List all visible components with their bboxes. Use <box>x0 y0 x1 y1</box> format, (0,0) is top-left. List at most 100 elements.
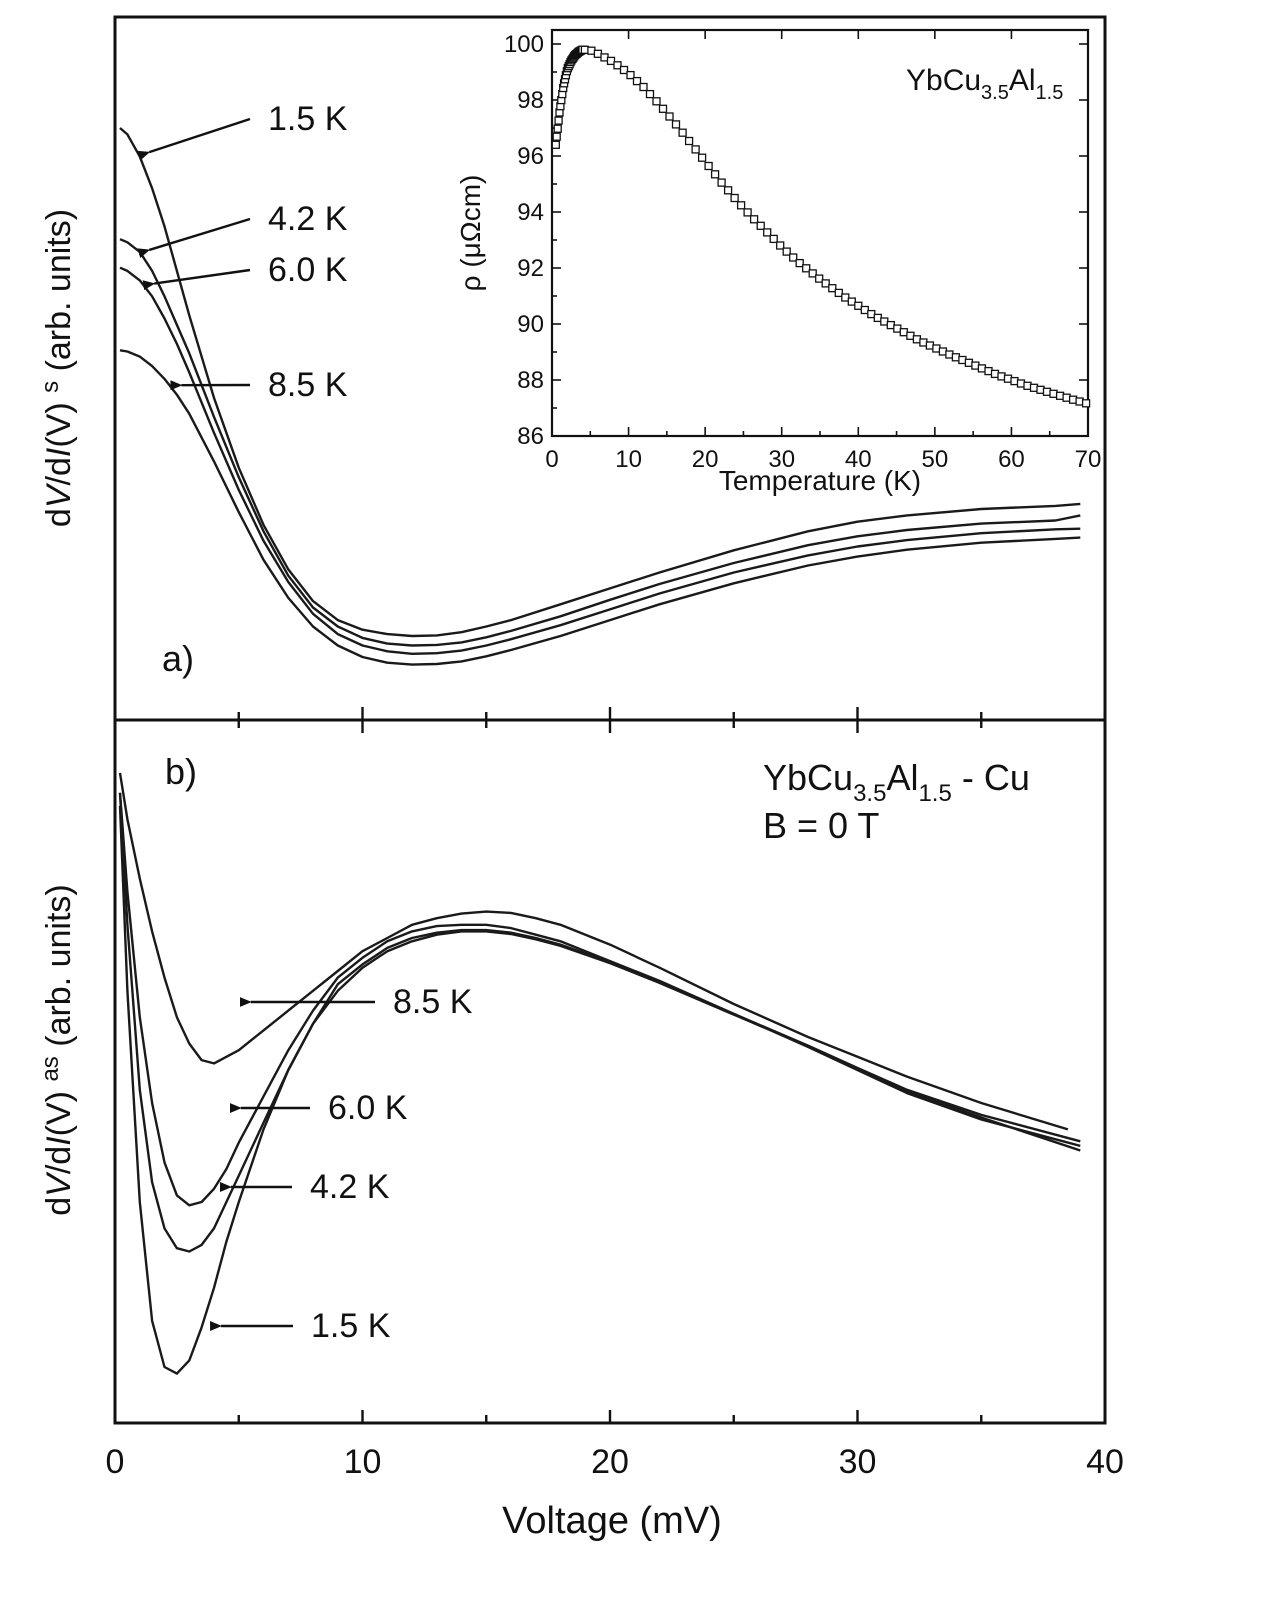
panel-b-label: b) <box>165 751 197 792</box>
inset-y-tick-label-86: 86 <box>517 423 544 450</box>
inset-y-tick-label-88: 88 <box>517 367 544 394</box>
inset-x-axis-label: Temperature (K) <box>719 465 921 496</box>
inset-markers <box>551 45 1091 408</box>
panel-a-arrow-4-2-k <box>137 217 251 258</box>
panel-a-annotation-label-1-5-k: 1.5 K <box>268 100 348 138</box>
inset-marker-46 <box>684 136 694 146</box>
inset-marker-42 <box>658 104 668 113</box>
inset-marker-48 <box>697 153 707 162</box>
panel-b-annotations: 8.5 K 6.0 K 4.2 K 1.5 K <box>210 983 473 1345</box>
inset-marker-39 <box>639 82 648 92</box>
x-tick-label-0: 0 <box>106 1443 125 1481</box>
inset-marker-54 <box>736 201 746 210</box>
inset-marker-65 <box>808 269 817 278</box>
panel-b-annotation-label-8-5-k: 8.5 K <box>393 983 473 1021</box>
panel-a-annotation-8-5-k: 8.5 K <box>170 366 348 404</box>
inset-marker-59 <box>769 234 778 244</box>
inset-marker-50 <box>710 170 720 179</box>
inset-x-tick-label-60: 60 <box>998 446 1025 473</box>
inset-marker-2 <box>553 124 562 133</box>
x-axis-label: Voltage (mV) <box>502 1500 722 1542</box>
inset-marker-102 <box>1049 389 1058 398</box>
panel-a-arrow-6-0-k <box>142 268 251 291</box>
inset-marker-69 <box>834 288 843 298</box>
panel-a-annotation-label-8-5-k: 8.5 K <box>268 366 348 404</box>
x-tick-label-40: 40 <box>1086 1443 1124 1481</box>
inset-marker-66 <box>815 274 824 283</box>
inset-x-tick-label-50: 50 <box>922 446 949 473</box>
inset-marker-34 <box>606 56 616 66</box>
inset-resistivity: 0 10 20 30 40 50 60 70 86 88 90 92 94 96 98 100 Tempera… <box>455 28 1101 496</box>
inset-y-axis-label: ρ (μΩcm) <box>455 175 486 292</box>
inset-marker-38 <box>632 76 642 86</box>
inset-marker-72 <box>854 301 863 310</box>
inset-x-tick-label-40: 40 <box>845 446 872 473</box>
inset-marker-47 <box>691 145 700 154</box>
inset-marker-79 <box>899 328 908 337</box>
inset-y-tick-label-98: 98 <box>517 87 544 114</box>
inset-y-tick-label-94: 94 <box>517 199 544 226</box>
panel-b-legend-line1: YbCu3.5Al1.5 - Cu <box>763 757 1030 807</box>
inset-x-tick-label-30: 30 <box>768 446 795 473</box>
panel-b-series-1-5-k <box>118 805 1081 1375</box>
inset-marker-53 <box>730 193 739 203</box>
inset-marker-44 <box>671 120 681 129</box>
inset-x-tick-label-20: 20 <box>692 446 719 473</box>
panel-b-curves <box>118 772 1081 1375</box>
inset-marker-63 <box>795 258 804 268</box>
panel-b-y-axis-label: dV/dI(V) as (arb. units) <box>37 884 78 1216</box>
panel-b-annotation-label-6-0-k: 6.0 K <box>328 1089 408 1127</box>
panel-a-annotations: 1.5 K 4.2 K 6.0 K 8.5 K <box>137 100 348 404</box>
panel-b-series-4-2-k <box>118 792 1081 1253</box>
panel-a-annotation-label-6-0-k: 6.0 K <box>268 251 348 289</box>
inset-marker-68 <box>828 284 837 293</box>
inset-marker-35 <box>613 61 622 70</box>
inset-marker-51 <box>717 178 726 187</box>
inset-ticks: 0 10 20 30 40 50 60 70 86 88 90 92 94 96 98 100 <box>504 30 1101 473</box>
panel-b-annotation-label-4-2-k: 4.2 K <box>310 1168 390 1206</box>
inset-marker-45 <box>678 128 687 137</box>
inset-marker-41 <box>652 97 661 106</box>
panel-a-series-8-5-k <box>119 349 1081 666</box>
inset-marker-40 <box>645 89 655 99</box>
inset-marker-37 <box>626 70 635 80</box>
panel-a-series-6-0-k <box>119 266 1081 655</box>
inset-y-tick-label-90: 90 <box>517 311 544 338</box>
inset-marker-67 <box>821 279 830 288</box>
inset-marker-57 <box>756 221 765 230</box>
inset-marker-61 <box>782 247 791 256</box>
panel-b: 0 10 20 30 40 8.5 K 6.0 K 4.2 K 1.5 K b) YbCu3.… <box>37 751 1124 1542</box>
panel-a-annotation-4-2-k: 4.2 K <box>137 200 348 258</box>
x-tick-label-20: 20 <box>591 1443 629 1481</box>
panel-a: 1.5 K 4.2 K 6.0 K 8.5 K a) dV/dI(V) s (arb.… <box>37 100 1081 733</box>
inset-marker-56 <box>749 215 759 224</box>
panel-a-series-4-2-k <box>119 238 1081 647</box>
panel-a-arrow-1-5-k <box>137 117 251 161</box>
inset-marker-71 <box>847 297 856 306</box>
inset-marker-36 <box>619 65 629 75</box>
panel-b-annotation-4-2-k: 4.2 K <box>219 1168 390 1206</box>
panel-b-annotation-1-5-k: 1.5 K <box>210 1307 391 1345</box>
panel-a-annotation-1-5-k: 1.5 K <box>137 100 348 161</box>
inset-marker-43 <box>665 112 674 121</box>
panel-b-series-6-0-k <box>118 792 1081 1207</box>
panel-b-annotation-8-5-k: 8.5 K <box>239 983 473 1021</box>
inset-marker-107 <box>1081 399 1091 408</box>
inset-marker-60 <box>776 241 785 250</box>
inset-marker-3 <box>554 116 563 125</box>
panel-a-y-axis-label: dV/dI(V) s (arb. units) <box>37 209 78 527</box>
panel-a-curves <box>119 127 1081 666</box>
inset-marker-1 <box>552 132 561 141</box>
panel-a-annotation-label-4-2-k: 4.2 K <box>268 200 348 238</box>
x-tick-label-30: 30 <box>839 1443 877 1481</box>
inset-marker-62 <box>789 253 798 262</box>
panel-b-series-8-5-k <box>118 772 1069 1131</box>
inset-y-tick-label-96: 96 <box>517 143 544 170</box>
panel-a-label: a) <box>162 638 194 679</box>
panel-a-series-1-5-k <box>119 127 1081 638</box>
inset-x-tick-label-70: 70 <box>1075 446 1102 473</box>
inset-y-tick-label-92: 92 <box>517 255 544 282</box>
inset-marker-55 <box>743 208 752 217</box>
panel-b-annotation-label-1-5-k: 1.5 K <box>311 1307 391 1345</box>
